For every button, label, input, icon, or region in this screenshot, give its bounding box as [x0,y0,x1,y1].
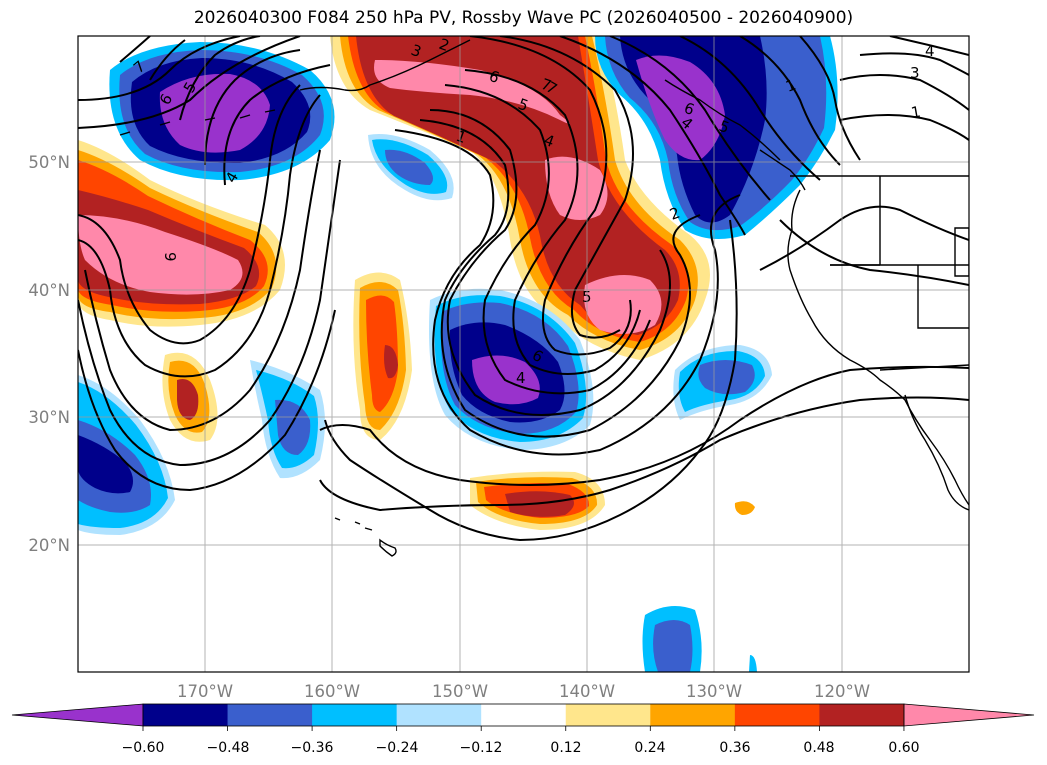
colorbar-tick-label: −0.24 [376,740,419,756]
map-panel: 7 6 5 4 3 2 1 6 5 4 7 6 5 4 1 2 3 4 1 7 … [78,36,969,672]
pv-shading [78,36,838,672]
colorbar-tick-label: −0.12 [460,740,503,756]
lat-labels: 50°N 40°N 30°N 20°N [28,153,70,555]
lon-label: 150°W [432,682,488,701]
lon-label: 140°W [559,682,615,701]
colorbar-tick-label: 0.12 [550,740,581,756]
lon-label: 130°W [686,682,742,701]
coastlines [119,39,969,557]
colorbar-tick-label: −0.48 [207,740,250,756]
colorbar-segment [650,704,736,726]
contour-label: 1 [910,103,923,122]
colorbar-extend-min [11,703,144,727]
colorbar-segment [734,704,820,726]
lat-label: 50°N [28,153,70,172]
lat-label: 40°N [28,281,70,300]
colorbar-extend-max [903,703,1035,727]
map-title: 2026040300 F084 250 hPa PV, Rossby Wave … [193,8,854,28]
colorbar-tick-label: −0.36 [291,740,334,756]
colorbar-ticks: −0.60 −0.48 −0.36 −0.24 −0.12 0.12 0.24 … [122,740,920,756]
contour-label: 4 [516,369,526,387]
colorbar-segment [819,704,905,726]
contour-label: 3 [910,64,920,82]
colorbar-tick-label: 0.48 [803,740,834,756]
contour-label: 9 [161,252,179,262]
colorbar-tick-label: 0.60 [888,740,919,756]
colorbar-segment [481,704,567,726]
colorbar-frame [142,703,905,727]
colorbar-segment [396,704,482,726]
colorbar-tick-label: −0.60 [122,740,165,756]
colorbar-tick-label: 0.36 [719,740,750,756]
lat-label: 30°N [28,408,70,427]
lon-label: 170°W [177,682,233,701]
colorbar-tick-label: 0.24 [634,740,665,756]
lon-label: 120°W [814,682,870,701]
colorbar-segment [312,704,398,726]
contour-label: 4 [925,42,935,60]
gridlines [78,36,969,672]
lon-labels: 170°W 160°W 150°W 140°W 130°W 120°W [177,682,870,701]
colorbar [11,703,1035,731]
rossby-contours [78,36,969,542]
map-frame [77,35,970,673]
colorbar-segment [143,704,229,726]
colorbar-segment [227,704,313,726]
lon-label: 160°W [304,682,360,701]
colorbar-segment [565,704,651,726]
lat-label: 20°N [28,536,70,555]
